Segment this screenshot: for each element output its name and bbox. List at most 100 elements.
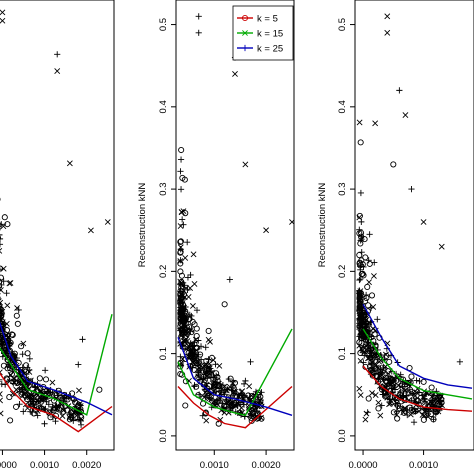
data-point — [257, 398, 264, 405]
data-point — [177, 238, 184, 246]
data-point — [188, 329, 195, 336]
data-point — [24, 394, 31, 401]
data-point — [177, 309, 184, 315]
data-point — [405, 379, 412, 386]
data-point — [191, 281, 198, 287]
data-point — [430, 416, 437, 423]
x-tick-label: 0.0020 — [252, 460, 281, 471]
data-point — [12, 361, 18, 368]
data-point — [4, 302, 11, 309]
data-point — [406, 386, 413, 393]
data-point — [383, 352, 390, 359]
data-point — [371, 273, 377, 279]
data-point — [356, 287, 363, 294]
data-point — [193, 333, 200, 340]
data-point — [6, 394, 13, 401]
data-point — [403, 392, 410, 400]
data-point — [424, 410, 432, 417]
x-tick-label: 0.0020 — [72, 460, 101, 471]
data-point — [362, 254, 369, 261]
y-tick-label: 0.2 — [337, 265, 348, 278]
data-point — [177, 156, 185, 163]
data-point — [26, 355, 33, 362]
data-point — [204, 370, 211, 377]
data-point — [26, 368, 33, 375]
y-tick-label: 0.5 — [158, 18, 169, 31]
data-point — [203, 417, 210, 424]
data-point — [77, 402, 84, 409]
data-point — [20, 408, 27, 415]
data-point — [229, 403, 236, 410]
data-point — [177, 370, 184, 378]
data-point — [77, 421, 85, 428]
data-point — [35, 398, 42, 405]
data-point — [357, 276, 364, 283]
data-point — [182, 210, 189, 217]
data-point — [177, 268, 184, 275]
data-point — [214, 373, 221, 381]
data-point — [3, 290, 10, 297]
data-point — [237, 392, 245, 399]
data-point — [74, 415, 81, 422]
data-point — [10, 380, 17, 387]
y-tick-label: 0.1 — [158, 347, 169, 360]
data-point — [248, 414, 255, 421]
legend-marker — [241, 14, 249, 22]
data-point — [375, 364, 382, 371]
data-point — [369, 372, 376, 379]
data-point — [372, 327, 379, 334]
data-point — [189, 359, 196, 365]
data-point — [210, 357, 217, 364]
data-point — [0, 380, 5, 388]
data-point — [420, 378, 427, 385]
data-point — [432, 399, 439, 406]
data-point — [257, 396, 264, 404]
data-point — [177, 249, 184, 256]
legend: k = 5 k = 15 k = 25 — [232, 5, 294, 61]
data-point — [356, 322, 364, 329]
data-point — [208, 371, 215, 379]
data-point — [379, 384, 386, 391]
data-point — [72, 399, 79, 406]
y-axis-label: Reconstruction kNN — [137, 183, 148, 268]
data-point — [205, 327, 212, 334]
data-point — [356, 339, 363, 346]
data-point — [0, 234, 3, 236]
data-point — [362, 416, 369, 423]
data-point — [0, 306, 5, 313]
data-point — [208, 354, 216, 361]
data-point — [4, 357, 12, 364]
data-point — [41, 420, 48, 427]
legend-label: k = 15 — [257, 29, 283, 40]
data-point — [0, 379, 3, 381]
data-point — [366, 231, 373, 238]
data-point — [76, 387, 82, 394]
data-point — [180, 208, 187, 215]
data-point — [372, 392, 379, 399]
data-point — [356, 226, 363, 233]
data-point — [0, 338, 6, 345]
trend-line-k-25 — [177, 336, 293, 416]
data-point — [416, 408, 422, 415]
data-point — [64, 396, 71, 403]
data-point — [14, 305, 21, 311]
data-point — [3, 320, 10, 327]
data-point — [193, 307, 201, 314]
data-point — [375, 399, 382, 406]
data-point — [357, 237, 364, 244]
data-point — [0, 9, 6, 16]
x-tick-label: 0.0010 — [409, 460, 438, 471]
data-point — [366, 279, 372, 286]
data-point — [428, 397, 436, 404]
data-point — [178, 319, 185, 326]
y-tick-label: 0.0 — [337, 429, 348, 442]
y-axis-label: Reconstruction kNN — [317, 183, 328, 268]
data-point — [366, 328, 373, 336]
data-point — [186, 311, 193, 318]
data-point — [386, 358, 393, 365]
data-point — [183, 332, 190, 339]
data-point — [232, 408, 239, 415]
data-point — [195, 351, 202, 358]
data-point — [184, 274, 192, 281]
data-point — [226, 276, 233, 283]
